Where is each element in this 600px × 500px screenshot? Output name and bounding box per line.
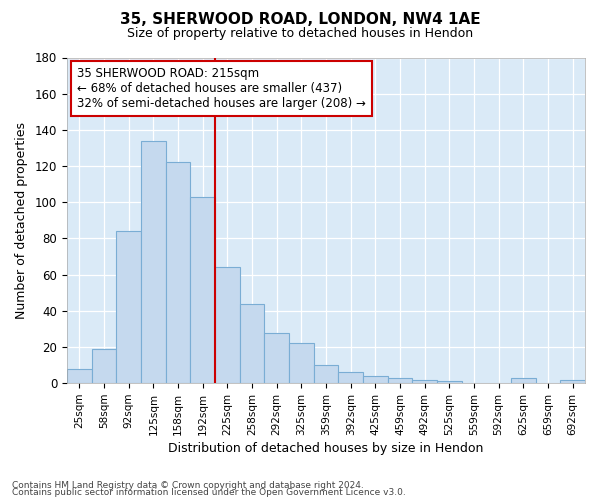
- Bar: [338, 372, 363, 383]
- Bar: [412, 380, 437, 383]
- Text: 35, SHERWOOD ROAD, LONDON, NW4 1AE: 35, SHERWOOD ROAD, LONDON, NW4 1AE: [119, 12, 481, 28]
- Bar: [67, 368, 92, 383]
- Bar: [190, 197, 215, 383]
- Text: 35 SHERWOOD ROAD: 215sqm
← 68% of detached houses are smaller (437)
32% of semi-: 35 SHERWOOD ROAD: 215sqm ← 68% of detach…: [77, 68, 366, 110]
- Bar: [437, 382, 461, 383]
- Bar: [560, 380, 585, 383]
- Text: Size of property relative to detached houses in Hendon: Size of property relative to detached ho…: [127, 28, 473, 40]
- Bar: [116, 231, 141, 383]
- Bar: [388, 378, 412, 383]
- Bar: [239, 304, 265, 383]
- Bar: [511, 378, 536, 383]
- Y-axis label: Number of detached properties: Number of detached properties: [15, 122, 28, 319]
- Bar: [92, 349, 116, 383]
- Text: Contains HM Land Registry data © Crown copyright and database right 2024.: Contains HM Land Registry data © Crown c…: [12, 480, 364, 490]
- Bar: [289, 344, 314, 383]
- Text: Contains public sector information licensed under the Open Government Licence v3: Contains public sector information licen…: [12, 488, 406, 497]
- Bar: [215, 268, 239, 383]
- Bar: [363, 376, 388, 383]
- Bar: [265, 332, 289, 383]
- Bar: [314, 365, 338, 383]
- Bar: [166, 162, 190, 383]
- X-axis label: Distribution of detached houses by size in Hendon: Distribution of detached houses by size …: [169, 442, 484, 455]
- Bar: [141, 140, 166, 383]
